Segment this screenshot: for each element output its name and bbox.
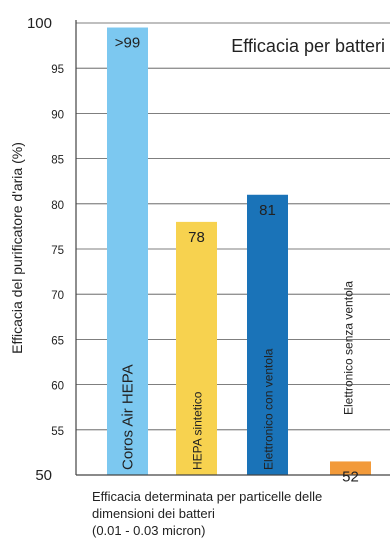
y-tick-label: 85 bbox=[51, 155, 64, 167]
bar bbox=[176, 221, 217, 475]
x-axis-label-line: (0.01 - 0.03 micron) bbox=[92, 523, 206, 538]
y-axis-label: Efficacia del purificatore d'aria (%) bbox=[9, 142, 25, 354]
y-tick-label: 65 bbox=[51, 335, 64, 347]
y-tick-label: 55 bbox=[51, 426, 64, 438]
bars bbox=[107, 27, 371, 476]
bar-category-label: Elettronico con ventola bbox=[262, 348, 276, 470]
chart-title: Efficacia per batteri bbox=[231, 36, 385, 56]
bar bbox=[330, 461, 371, 475]
bar-category-label: Coros Air HEPA bbox=[120, 364, 137, 470]
y-tick-labels: 50 55 60 65 70 75 80 85 90 95 100 bbox=[27, 15, 64, 484]
y-tick-label: 90 bbox=[51, 109, 64, 121]
bar bbox=[107, 27, 148, 476]
x-axis-label: Efficacia determinata per particelle del… bbox=[92, 488, 388, 539]
y-tick-label: 75 bbox=[51, 245, 64, 257]
y-tick-label: 70 bbox=[51, 290, 64, 302]
bar bbox=[247, 194, 288, 475]
bar-value-label: 78 bbox=[188, 229, 205, 246]
title-backdrop bbox=[200, 32, 388, 60]
x-axis-label-line: dimensioni dei batteri bbox=[92, 506, 215, 521]
y-tick-label: 100 bbox=[27, 15, 52, 32]
y-tick-label: 50 bbox=[35, 467, 52, 484]
bar-value-label: >99 bbox=[115, 35, 140, 52]
bar-labels: >99 Coros Air HEPA 78 HEPA sintetico 81 Elett… bbox=[115, 35, 359, 486]
bar-category-label: Elettronico senza ventola bbox=[342, 281, 356, 415]
y-tick-label: 95 bbox=[51, 64, 64, 76]
bar-category-label: HEPA sintetico bbox=[191, 391, 205, 470]
y-tick-label: 60 bbox=[51, 381, 64, 393]
y-tick-label: 80 bbox=[51, 200, 64, 212]
bar-value-label: 52 bbox=[342, 468, 359, 485]
bar-value-label: 81 bbox=[259, 202, 276, 219]
x-axis-label-line: Efficacia determinata per particelle del… bbox=[92, 489, 323, 504]
